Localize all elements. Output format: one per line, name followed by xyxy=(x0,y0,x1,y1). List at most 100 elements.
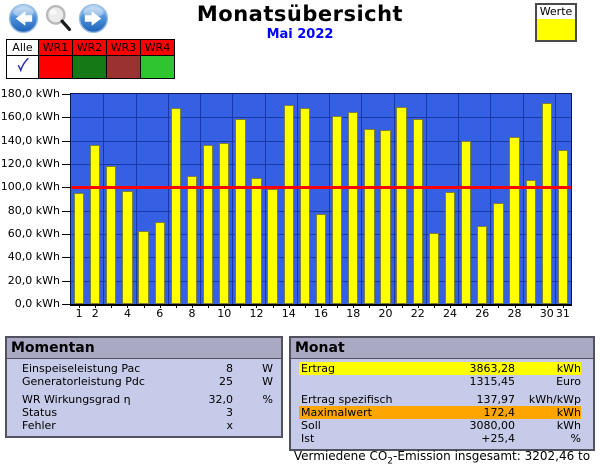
bar-day-7[interactable] xyxy=(170,108,181,304)
momentan-rows: Einspeiseleistung Pac 8 W Generatorleistung… xyxy=(7,359,281,436)
x-tick xyxy=(385,304,387,308)
x-tick xyxy=(498,304,500,308)
bar-day-21[interactable] xyxy=(396,106,407,304)
zoom-button[interactable] xyxy=(43,3,74,34)
tab-wr3-status[interactable] xyxy=(106,55,141,79)
bar-day-8[interactable] xyxy=(186,175,198,304)
legend-label: Werte xyxy=(537,5,575,19)
bar-day-17[interactable] xyxy=(331,116,343,304)
stat-row: Ertrag 3863,28 kWh xyxy=(299,362,581,375)
tab-alle[interactable]: Alle xyxy=(6,39,39,56)
stat-unit: kWh xyxy=(556,362,581,375)
y-tick xyxy=(62,210,70,212)
tab-wr3[interactable]: WR3 xyxy=(106,39,141,56)
stat-label: WR Wirkungsgrad η xyxy=(22,393,131,406)
bar-day-11[interactable] xyxy=(235,118,246,304)
bar-day-15[interactable] xyxy=(299,108,311,304)
h-gridline xyxy=(71,164,571,165)
tab-wr4[interactable]: WR4 xyxy=(140,39,175,56)
bar-day-29[interactable] xyxy=(525,180,536,304)
x-tick xyxy=(95,304,97,308)
bar-day-2[interactable] xyxy=(90,145,101,304)
bar-day-19[interactable] xyxy=(364,129,375,304)
stat-row: Einspeiseleistung Pac 8 W xyxy=(15,362,273,375)
bar-day-28[interactable] xyxy=(509,137,520,304)
magnifier-icon xyxy=(43,3,74,34)
stat-row: WR Wirkungsgrad η 32,0% xyxy=(15,393,273,406)
v-gridline xyxy=(296,94,298,304)
stat-value: 172,4 xyxy=(483,406,516,419)
co2-emission-text: Vermiedene CO2-Emission insgesamt: 3202,… xyxy=(289,449,595,466)
bar-day-18[interactable] xyxy=(348,111,359,304)
stat-value: 8 xyxy=(226,362,233,375)
y-axis-label: 80,0 kWh xyxy=(7,203,60,217)
bar-day-25[interactable] xyxy=(461,140,472,304)
prev-month-button[interactable] xyxy=(8,3,39,34)
bar-day-27[interactable] xyxy=(493,202,504,304)
bar-day-1[interactable] xyxy=(73,193,85,304)
y-tick xyxy=(62,257,70,259)
next-month-button[interactable] xyxy=(78,3,109,34)
bar-day-3[interactable] xyxy=(106,166,117,304)
tab-wr4-status[interactable] xyxy=(140,55,175,79)
v-gridline xyxy=(522,94,524,304)
y-tick xyxy=(62,94,70,95)
y-axis-label: 40,0 kWh xyxy=(7,250,60,264)
x-axis-label: 8 xyxy=(188,307,196,320)
y-tick xyxy=(62,280,70,282)
stat-row: 1315,45 Euro xyxy=(299,375,582,388)
stat-row: Soll 3080,00 kWh xyxy=(299,419,581,432)
x-axis-label: 10 xyxy=(217,307,232,320)
tab-wr1-status[interactable] xyxy=(38,55,73,79)
x-axis-label: 28 xyxy=(507,307,522,320)
bar-day-24[interactable] xyxy=(444,192,456,304)
bar-day-22[interactable] xyxy=(412,118,423,304)
y-axis-label: 120,0 kWh xyxy=(0,157,60,170)
bar-day-31[interactable] xyxy=(557,150,569,304)
bar-day-20[interactable] xyxy=(380,130,391,304)
stat-row: Maximalwert 172,4 kWh xyxy=(299,406,581,419)
stat-unit: W xyxy=(262,375,273,388)
bar-day-5[interactable] xyxy=(138,230,149,304)
v-gridline xyxy=(103,94,105,304)
v-gridline xyxy=(458,94,460,304)
x-tick xyxy=(79,304,81,308)
bar-day-6[interactable] xyxy=(154,222,165,304)
v-gridline xyxy=(232,94,234,304)
bar-day-14[interactable] xyxy=(283,104,294,304)
bar-day-9[interactable] xyxy=(202,145,214,304)
x-tick xyxy=(159,304,161,308)
v-gridline xyxy=(361,94,363,304)
bar-day-23[interactable] xyxy=(428,232,440,304)
stat-value: 32,0 xyxy=(208,393,234,406)
bar-day-13[interactable] xyxy=(267,188,278,304)
bar-day-16[interactable] xyxy=(315,214,327,304)
y-axis-label: 180,0 kWh xyxy=(0,87,60,100)
toolbar xyxy=(8,3,109,34)
stat-value: 3 xyxy=(226,406,233,419)
stat-value: x xyxy=(226,419,233,432)
x-axis-labels: 1 2 4 6 8 10 12 14 16 18 20 22 24 26 28 30 31 xyxy=(71,307,571,321)
tab-wr2[interactable]: WR2 xyxy=(72,39,107,56)
tab-alle-status[interactable] xyxy=(6,55,39,79)
bar-day-26[interactable] xyxy=(477,225,488,304)
x-tick xyxy=(337,304,339,308)
x-tick xyxy=(321,304,322,308)
x-axis-label: 14 xyxy=(281,307,296,320)
bar-chart-plot xyxy=(70,93,572,306)
stat-unit: % xyxy=(570,432,581,445)
co2-text-prefix: Vermiedene CO xyxy=(293,449,388,463)
tab-wr1[interactable]: WR1 xyxy=(38,39,73,56)
tab-wr2-status[interactable] xyxy=(72,55,107,79)
bar-day-10[interactable] xyxy=(219,143,230,304)
bar-day-12[interactable] xyxy=(251,178,262,304)
bar-day-30[interactable] xyxy=(541,102,552,304)
y-axis-ticks xyxy=(62,94,70,306)
h-gridline xyxy=(71,140,571,142)
bar-day-4[interactable] xyxy=(122,190,133,304)
x-tick xyxy=(191,304,193,308)
stat-value: 3080,00 xyxy=(469,419,516,432)
arrow-right-icon xyxy=(78,3,109,34)
monat-panel: Monat Ertrag 3863,28 kWh 1315,45 Euro Ertrag … xyxy=(289,336,595,451)
